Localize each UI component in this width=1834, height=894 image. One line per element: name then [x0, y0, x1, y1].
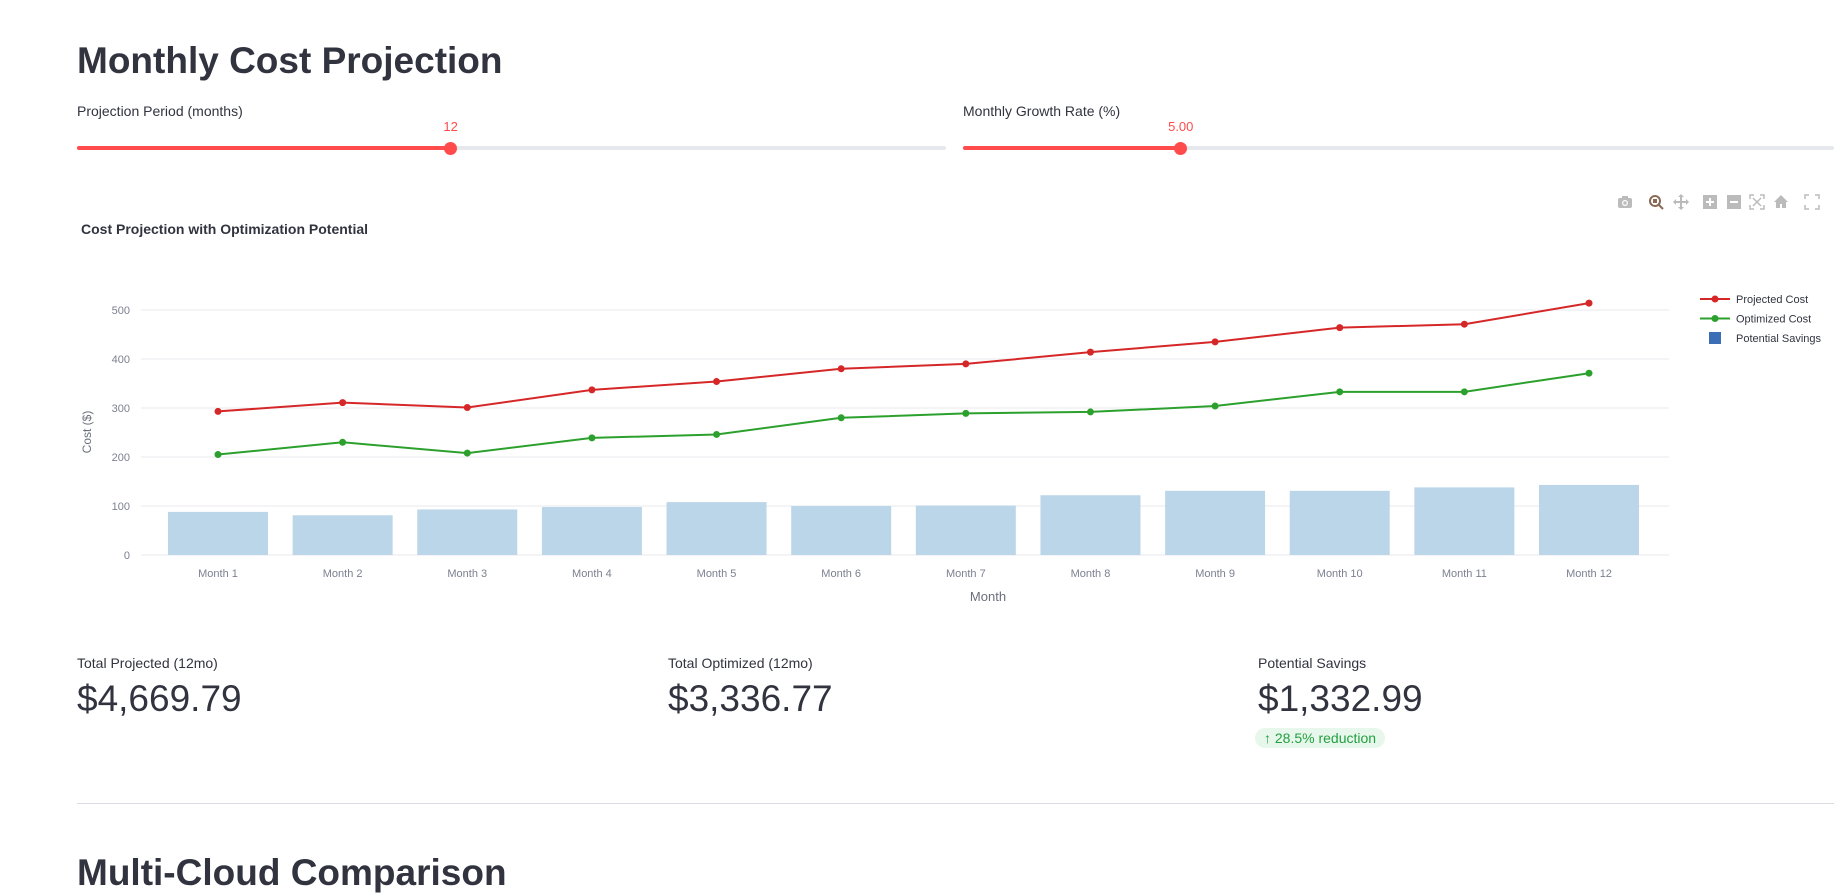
point-projected-cost	[1211, 338, 1219, 346]
point-projected-cost	[339, 399, 347, 407]
pan-icon[interactable]	[1673, 194, 1689, 210]
slider-fill	[963, 146, 1181, 150]
line-optimized-cost	[217, 372, 1590, 456]
metric-label-total-optimized: Total Optimized (12mo)	[668, 655, 813, 671]
metric-label-total-projected: Total Projected (12mo)	[77, 655, 218, 671]
x-tick-label: Month 9	[1195, 568, 1235, 580]
zoom-icon[interactable]	[1648, 194, 1664, 210]
legend-label: Potential Savings	[1736, 333, 1821, 345]
bar-potential-savings	[1539, 484, 1639, 555]
bar-potential-savings	[791, 506, 892, 555]
cost-projection-chart: Cost Projection with Optimization Potent…	[80, 221, 1821, 604]
slider-value: 12	[443, 119, 458, 134]
point-optimized-cost	[339, 438, 347, 446]
delta-text: 28.5% reduction	[1274, 730, 1377, 746]
x-tick-label: Month 8	[1071, 568, 1111, 580]
section-divider	[77, 803, 1834, 804]
y-tick-label: 300	[112, 403, 130, 415]
x-tick-label: Month 4	[572, 568, 612, 580]
point-projected-cost	[1585, 299, 1593, 307]
metric-value-total-projected: $4,669.79	[77, 678, 242, 719]
autoscale-icon[interactable]	[1749, 194, 1765, 210]
bar-potential-savings	[1289, 490, 1390, 555]
section-title-multi-cloud: Multi-Cloud Comparison	[77, 852, 507, 893]
point-projected-cost	[463, 404, 471, 412]
savings-delta-badge: ↑ 28.5% reduction	[1255, 728, 1386, 748]
slider-value: 5.00	[1168, 119, 1194, 134]
x-tick-label: Month 2	[323, 568, 363, 580]
legend-label: Projected Cost	[1736, 294, 1808, 306]
point-optimized-cost	[1460, 388, 1468, 396]
legend-label: Optimized Cost	[1736, 314, 1811, 326]
legend-marker	[1711, 295, 1719, 303]
home-icon[interactable]	[1773, 194, 1789, 210]
projection-period-slider[interactable]: 12	[77, 119, 946, 155]
bar-potential-savings	[915, 505, 1016, 555]
metric-label-potential-savings: Potential Savings	[1258, 655, 1367, 671]
bar-potential-savings	[292, 515, 393, 555]
x-tick-label: Month 1	[198, 568, 238, 580]
bar-potential-savings	[541, 506, 642, 555]
point-projected-cost	[713, 378, 721, 386]
camera-icon[interactable]	[1617, 194, 1633, 210]
point-optimized-cost	[1211, 402, 1219, 410]
point-optimized-cost	[713, 430, 721, 438]
metric-value-potential-savings: $1,332.99	[1258, 678, 1423, 719]
x-tick-label: Month 10	[1317, 568, 1363, 580]
bar-potential-savings	[1165, 490, 1266, 555]
projection-period-label: Projection Period (months)	[77, 103, 243, 119]
bar-potential-savings	[1414, 487, 1515, 555]
x-tick-label: Month 12	[1566, 568, 1612, 580]
slider-fill	[77, 146, 451, 150]
point-optimized-cost	[1086, 408, 1094, 416]
legend-marker	[1711, 315, 1719, 322]
y-tick-label: 0	[124, 550, 130, 562]
point-optimized-cost	[962, 409, 970, 417]
y-tick-label: 100	[112, 501, 130, 513]
zoom-out-icon[interactable]	[1726, 194, 1742, 210]
line-projected-cost	[217, 302, 1590, 413]
x-tick-label: Month 7	[946, 568, 986, 580]
point-optimized-cost	[1585, 369, 1593, 377]
point-projected-cost	[962, 360, 970, 368]
bar-potential-savings	[168, 511, 268, 555]
point-projected-cost	[1460, 320, 1468, 328]
point-optimized-cost	[837, 414, 845, 422]
y-tick-label: 500	[112, 305, 130, 317]
x-tick-label: Month 3	[447, 568, 487, 580]
point-optimized-cost	[463, 449, 471, 457]
growth-rate-slider[interactable]: 5.00	[963, 119, 1834, 155]
growth-rate-label: Monthly Growth Rate (%)	[963, 103, 1121, 119]
point-projected-cost	[1086, 348, 1094, 356]
slider-thumb[interactable]	[1174, 141, 1188, 155]
point-optimized-cost	[214, 451, 222, 459]
zoom-in-icon[interactable]	[1702, 194, 1718, 210]
y-tick-label: 200	[112, 452, 130, 464]
x-tick-label: Month 6	[821, 568, 861, 580]
point-projected-cost	[837, 365, 845, 373]
point-optimized-cost	[1336, 388, 1344, 396]
x-axis-title: Month	[970, 589, 1006, 604]
point-projected-cost	[214, 407, 222, 415]
point-optimized-cost	[588, 434, 596, 442]
bar-potential-savings	[1040, 495, 1141, 555]
point-projected-cost	[588, 386, 596, 394]
bar-potential-savings	[666, 502, 767, 555]
arrow-up-icon: ↑	[1264, 730, 1271, 746]
slider-thumb[interactable]	[444, 141, 458, 155]
fullscreen-icon[interactable]	[1804, 194, 1820, 210]
metric-value-total-optimized: $3,336.77	[668, 678, 833, 719]
y-tick-label: 400	[112, 354, 130, 366]
y-axis-title: Cost ($)	[80, 411, 94, 454]
chart-title: Cost Projection with Optimization Potent…	[81, 221, 368, 237]
page-title: Monthly Cost Projection	[77, 40, 503, 81]
point-projected-cost	[1336, 324, 1344, 332]
bar-potential-savings	[417, 509, 518, 555]
x-tick-label: Month 5	[697, 568, 737, 580]
x-tick-label: Month 11	[1442, 568, 1487, 580]
legend-swatch	[1709, 332, 1721, 344]
